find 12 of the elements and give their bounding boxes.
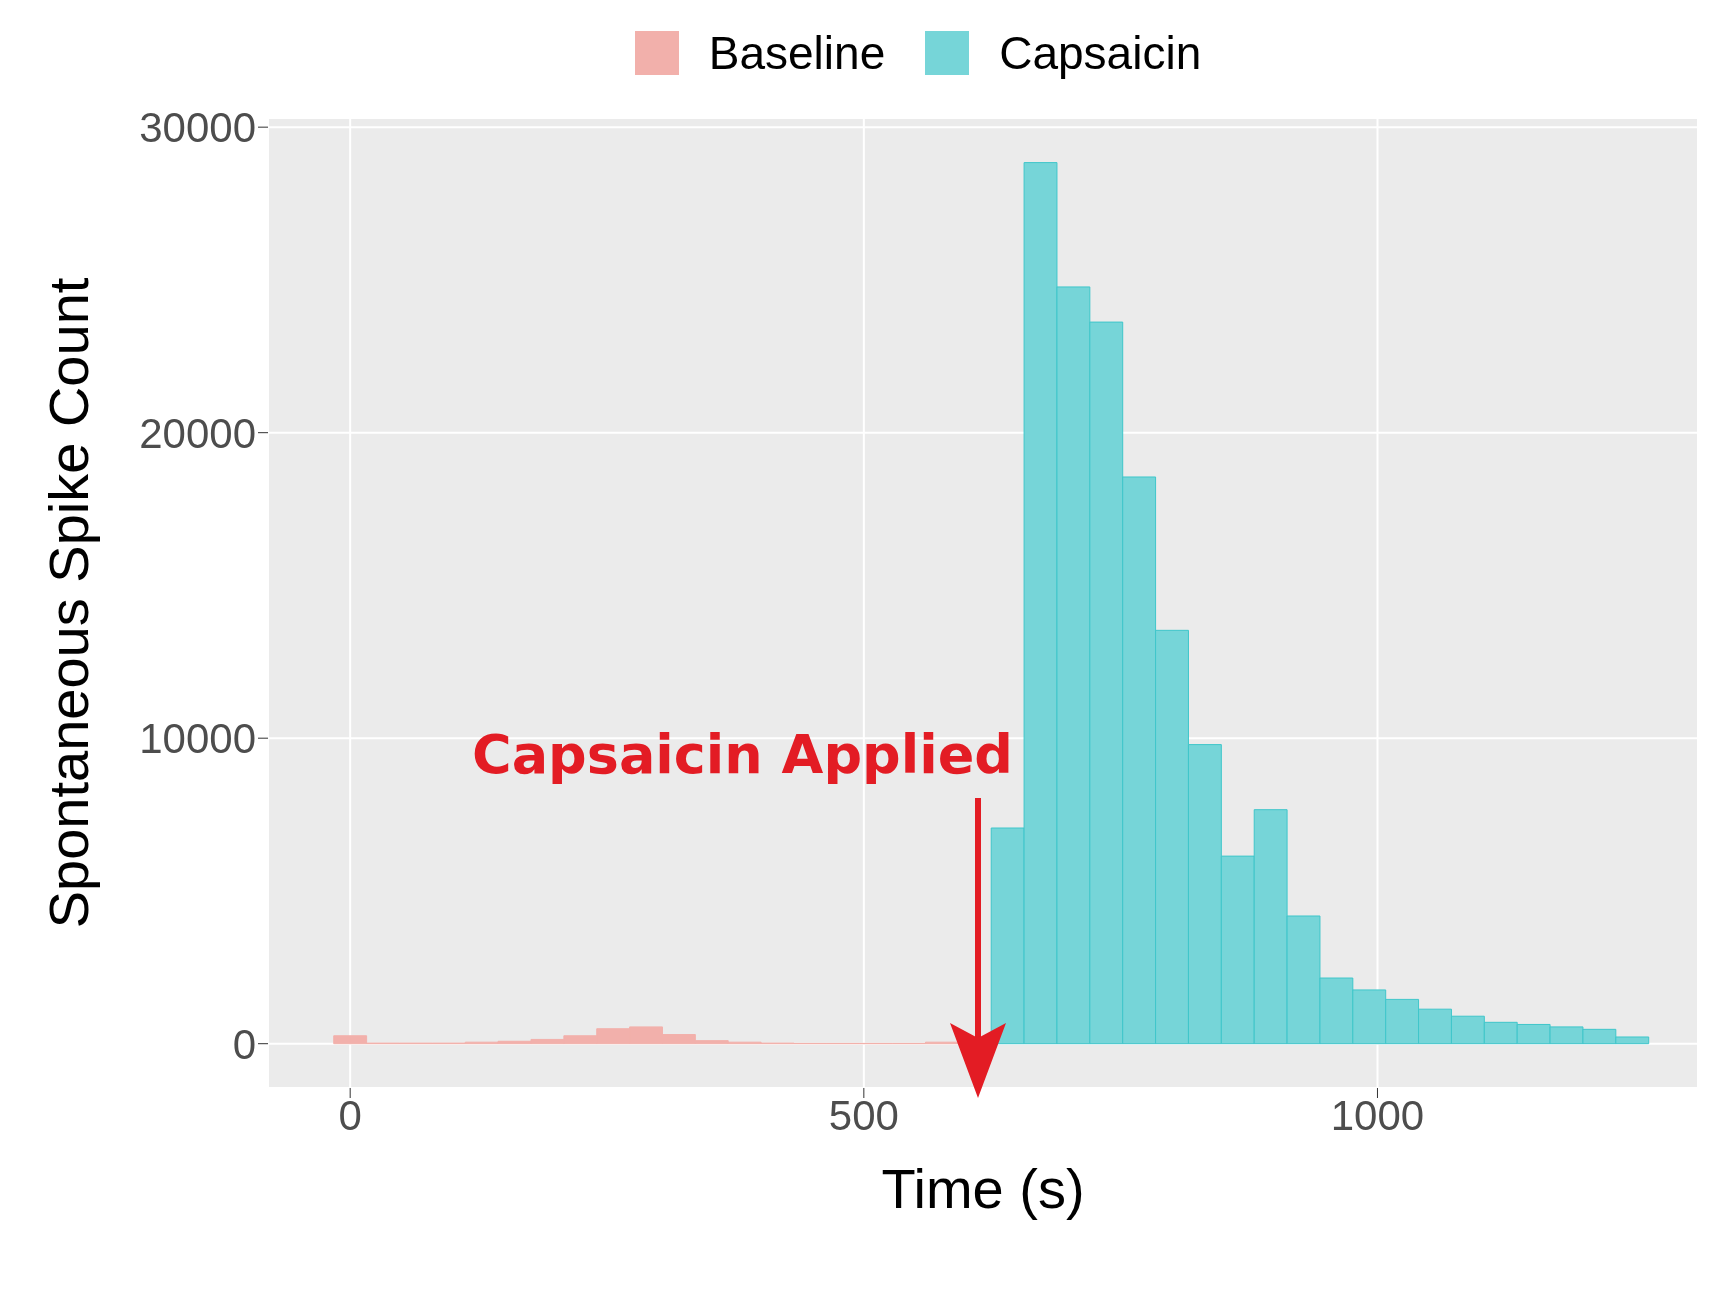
y-tick-label: 10000 — [139, 715, 256, 763]
y-tick-label: 20000 — [139, 409, 256, 457]
legend-label: Baseline — [708, 26, 886, 80]
x-tick-label: 500 — [828, 1091, 899, 1139]
x-axis-title: Time (s) — [881, 1157, 1085, 1220]
y-tick-label: 0 — [232, 1020, 256, 1068]
y-tick-label: 30000 — [139, 104, 256, 152]
x-tick-label: 1000 — [1330, 1091, 1425, 1139]
annotation: Capsaicin Applied — [472, 723, 1013, 786]
y-axis-title: Spontaneous Spike Count — [36, 277, 100, 929]
x-tick-label: 0 — [338, 1091, 362, 1139]
legend-label: Capsaicin — [999, 26, 1202, 80]
